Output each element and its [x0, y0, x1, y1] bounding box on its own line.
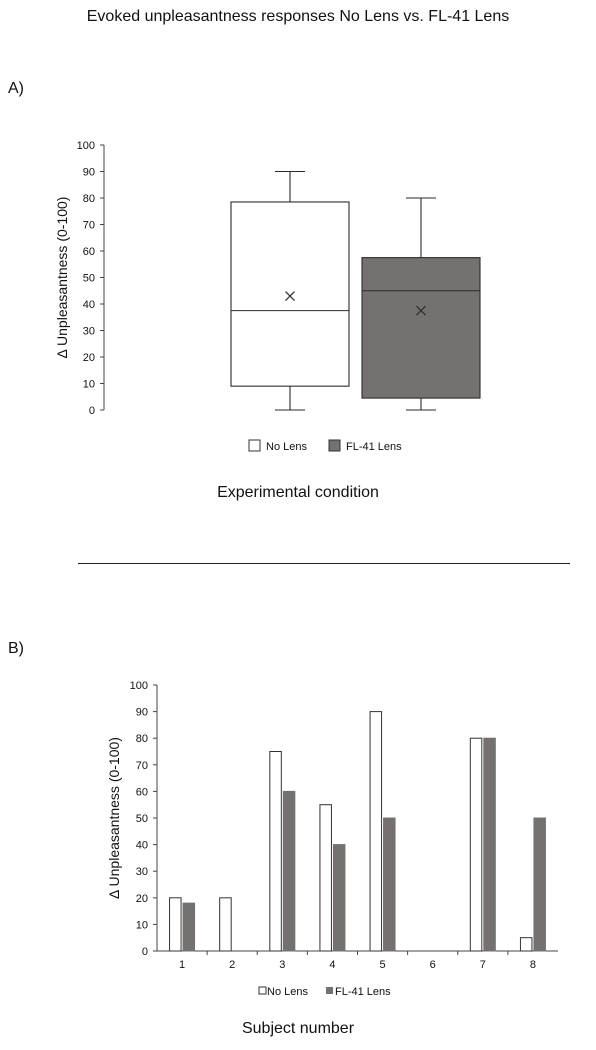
box-iqr	[361, 257, 481, 399]
bar-no-lens-subject-7	[469, 737, 483, 952]
x-tick-label: 4	[329, 959, 335, 971]
y-tick-label: 0	[89, 405, 95, 417]
panel-b-label: B)	[8, 640, 24, 657]
bar-fl41-subject-4	[332, 844, 346, 952]
y-tick-label: 10	[136, 919, 148, 931]
y-tick-label: 20	[136, 893, 148, 905]
panel-a-label: A)	[8, 80, 24, 97]
y-tick-label: 20	[83, 352, 95, 364]
bar-fl41-subject-5	[383, 817, 396, 952]
legend: No Lens FL-41 Lens	[248, 439, 402, 453]
y-tick-label: 40	[83, 299, 95, 311]
box-iqr	[230, 201, 350, 387]
bar-fl41-subject-7	[483, 737, 496, 952]
panel-divider	[78, 563, 570, 564]
x-tick-label: 8	[530, 959, 536, 971]
bar-chart: 0 10 20 30 40 50 60 70 80 90 100 Δ Unpleasantness (…	[106, 680, 558, 998]
legend-label-fl41: FL-41 Lens	[346, 441, 402, 453]
y-tick-label: 40	[136, 840, 148, 852]
x-tick-label: 6	[430, 959, 436, 971]
box-fl41-lens	[361, 197, 481, 411]
y-tick-label: 90	[136, 707, 148, 719]
y-tick-label: 60	[83, 246, 95, 258]
bar-fl41-subject-3	[282, 790, 296, 952]
panel-a-x-axis-title: Experimental condition	[217, 484, 379, 501]
bar-no-lens-subject-1	[169, 897, 182, 952]
panel-b-x-axis-title: Subject number	[241, 1020, 355, 1037]
y-tick-label: 50	[136, 813, 148, 825]
y-tick-label: 80	[136, 733, 148, 745]
legend-swatch-fl41	[328, 439, 341, 452]
y-tick-label: 60	[136, 786, 148, 798]
mean-marker	[285, 291, 295, 302]
y-tick-label: 30	[83, 326, 95, 338]
y-axis-title: Δ Unpleasantness (0-100)	[54, 197, 70, 359]
y-tick-label: 0	[142, 946, 148, 958]
bar-no-lens-subject-8	[519, 937, 533, 952]
legend-label-no-lens: No Lens	[266, 441, 307, 453]
mean-marker	[416, 305, 426, 316]
y-tick-label: 90	[83, 167, 95, 179]
x-tick-label: 1	[179, 959, 185, 971]
bar-no-lens-subject-2	[219, 897, 232, 952]
y-tick-label: 50	[83, 273, 95, 285]
y-tick-label: 80	[83, 193, 95, 205]
box-no-lens	[230, 170, 350, 411]
bar-no-lens-subject-4	[319, 804, 332, 952]
y-tick-label: 10	[83, 379, 95, 391]
y-tick-label: 100	[130, 680, 148, 692]
legend-swatch-no-lens	[258, 986, 267, 995]
y-tick-label: 100	[77, 140, 95, 152]
x-tick-label: 7	[480, 959, 486, 971]
legend-swatch-fl41	[326, 987, 333, 994]
x-tick-label: 5	[380, 959, 386, 971]
x-tick-label: 2	[229, 959, 235, 971]
legend-label-fl41: FL-41 Lens	[335, 986, 391, 998]
bar-fl41-subject-8	[533, 817, 546, 952]
legend-swatch-no-lens	[248, 439, 261, 452]
y-tick-label: 70	[136, 760, 148, 772]
legend: No Lens FL-41 Lens	[258, 986, 391, 998]
legend-label-no-lens: No Lens	[267, 986, 308, 998]
y-axis-title: Δ Unpleasantness (0-100)	[106, 737, 122, 899]
bar-fl41-subject-1	[182, 902, 196, 952]
bar-no-lens-subject-5	[369, 711, 383, 952]
y-tick-label: 30	[136, 866, 148, 878]
y-tick-label: 70	[83, 220, 95, 232]
figure-title: Evoked unpleasantness responses No Lens …	[86, 8, 510, 25]
bar-no-lens-subject-3	[269, 751, 282, 952]
box-plot-chart: 0 10 20 30 40 50 60 70 80 90 100 Δ Unpleasantness (…	[54, 140, 481, 453]
x-tick-label: 3	[279, 959, 285, 971]
